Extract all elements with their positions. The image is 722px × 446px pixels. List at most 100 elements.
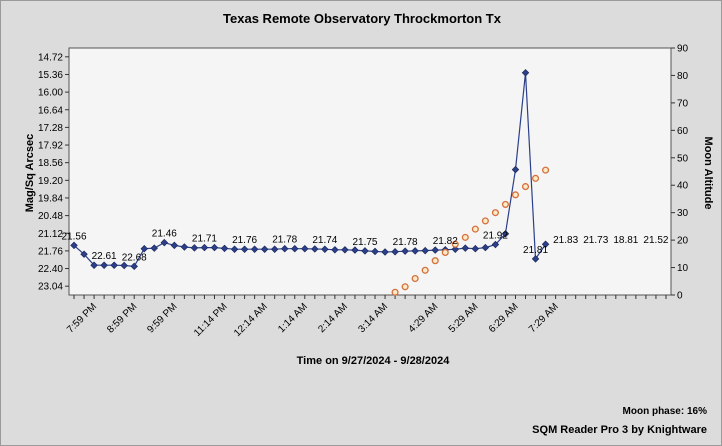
sqm-point bbox=[371, 247, 379, 256]
data-label: 21.78 bbox=[393, 237, 418, 248]
sqm-point bbox=[130, 262, 138, 271]
data-label: 22.68 bbox=[122, 252, 147, 263]
y-tick-label: 15.36 bbox=[38, 70, 63, 81]
moon-altitude-point bbox=[471, 225, 479, 233]
y-tick-label: 17.92 bbox=[38, 141, 63, 152]
y-axis-right: 0 10 20 30 40 50 60 70 80 90 bbox=[671, 44, 689, 302]
sqm-point bbox=[230, 245, 239, 253]
y-tick-label: 19.20 bbox=[38, 176, 63, 187]
x-axis-title: Time on 9/27/2024 - 9/28/2024 bbox=[297, 355, 451, 367]
y-tick-label: 22.40 bbox=[38, 264, 63, 275]
y-tick-label: 16.00 bbox=[38, 88, 63, 99]
moon-altitude-point bbox=[431, 257, 439, 265]
data-label: 21.73 bbox=[583, 235, 608, 246]
x-tick-label: 8:59 PM bbox=[105, 301, 139, 335]
sqm-point bbox=[160, 238, 169, 247]
sqm-point bbox=[481, 243, 490, 252]
data-label: 21.56 bbox=[62, 231, 87, 242]
moon-phase-text: Moon phase: 16% bbox=[623, 406, 708, 417]
sqm-point bbox=[120, 261, 128, 270]
moon-altitude-point bbox=[411, 274, 419, 283]
sqm-point bbox=[381, 248, 389, 256]
y2-tick-label: 20 bbox=[677, 236, 689, 247]
x-tick-label: 1:14 AM bbox=[276, 301, 310, 335]
moon-altitude-point bbox=[511, 191, 520, 199]
sqm-point bbox=[210, 243, 219, 252]
sqm-point bbox=[200, 243, 209, 252]
sqm-point bbox=[501, 230, 510, 238]
y-tick-label: 19.84 bbox=[38, 193, 63, 204]
sqm-point bbox=[401, 247, 409, 255]
data-label: 21.71 bbox=[192, 234, 217, 245]
y-tick-label: 21.76 bbox=[38, 246, 63, 257]
y2-tick-label: 50 bbox=[677, 153, 689, 164]
sqm-point bbox=[491, 240, 500, 249]
sqm-point bbox=[150, 244, 159, 252]
moon-altitude-point bbox=[542, 166, 550, 174]
moon-altitude-point bbox=[521, 183, 530, 191]
sqm-point bbox=[361, 247, 369, 255]
moon-altitude-point bbox=[531, 174, 540, 182]
moon-altitude-point bbox=[501, 200, 510, 208]
data-label: 21.83 bbox=[553, 235, 578, 246]
y-tick-label: 21.12 bbox=[38, 229, 63, 240]
x-tick-label: 7:59 PM bbox=[65, 301, 99, 335]
sqm-point bbox=[351, 246, 359, 254]
y-axis-left: 14.72 15.36 16.00 16.64 17.28 17.92 18.56 19.20… bbox=[38, 52, 69, 293]
sqm-point bbox=[471, 244, 480, 253]
sqm-point bbox=[541, 240, 550, 249]
data-label: 21.52 bbox=[643, 235, 668, 246]
sqm-point bbox=[80, 250, 88, 258]
plot-area bbox=[68, 47, 672, 296]
sqm-point bbox=[90, 261, 98, 269]
moon-altitude-point bbox=[391, 288, 399, 296]
moon-altitude-point bbox=[401, 283, 409, 291]
data-label: 21.76 bbox=[232, 235, 257, 246]
x-axis: 7:59 PM 8:59 PM 9:59 PM 11:14 PM 12:14 AM 1:1… bbox=[65, 295, 667, 339]
data-label: 21.92 bbox=[483, 231, 508, 242]
y-tick-label: 14.72 bbox=[38, 52, 63, 63]
x-tick-label: 11:14 PM bbox=[192, 301, 230, 339]
sqm-point bbox=[341, 246, 349, 254]
y2-tick-label: 60 bbox=[677, 126, 689, 137]
sqm-point bbox=[140, 244, 148, 253]
data-label: 21.75 bbox=[352, 237, 377, 248]
y2-tick-label: 70 bbox=[677, 98, 689, 109]
data-markers bbox=[70, 69, 550, 296]
y-tick-label: 23.04 bbox=[38, 282, 63, 293]
sqm-point bbox=[411, 247, 419, 255]
footer-credit: SQM Reader Pro 3 by Knightware bbox=[532, 424, 707, 436]
y-tick-label: 16.64 bbox=[38, 105, 63, 116]
sqm-point bbox=[461, 244, 470, 252]
sqm-point bbox=[291, 244, 299, 253]
sqm-point bbox=[321, 245, 329, 253]
sqm-point bbox=[180, 243, 189, 251]
y2-tick-label: 90 bbox=[677, 44, 689, 55]
sqm-point bbox=[391, 247, 399, 256]
data-label: 21.82 bbox=[433, 236, 458, 247]
sqm-point bbox=[301, 244, 309, 253]
sqm-point bbox=[331, 246, 339, 254]
y2-tick-label: 10 bbox=[677, 263, 689, 274]
sqm-point bbox=[521, 69, 530, 77]
y-tick-label: 17.28 bbox=[38, 123, 63, 134]
moon-altitude-point bbox=[421, 266, 429, 274]
y2-tick-label: 40 bbox=[677, 181, 689, 192]
x-tick-label: 4:29 AM bbox=[407, 301, 441, 335]
sqm-point bbox=[270, 245, 279, 253]
moon-altitude-point bbox=[491, 209, 499, 217]
sqm-point bbox=[421, 246, 429, 255]
moon-altitude-point bbox=[451, 240, 459, 248]
sqm-point bbox=[531, 255, 540, 263]
moon-altitude-point bbox=[461, 233, 469, 241]
y-tick-label: 20.48 bbox=[38, 211, 63, 222]
x-tick-label: 9:59 PM bbox=[145, 301, 179, 335]
sqm-point bbox=[511, 165, 520, 174]
sqm-point bbox=[220, 244, 229, 253]
y2-tick-label: 30 bbox=[677, 208, 689, 219]
x-tick-label: 6:29 AM bbox=[487, 301, 521, 335]
data-labels: 21.56 22.61 22.68 21.46 21.71 21.76 21.78 21.74… bbox=[62, 229, 669, 264]
y2-tick-label: 80 bbox=[677, 71, 689, 82]
data-label: 21.46 bbox=[152, 229, 177, 240]
